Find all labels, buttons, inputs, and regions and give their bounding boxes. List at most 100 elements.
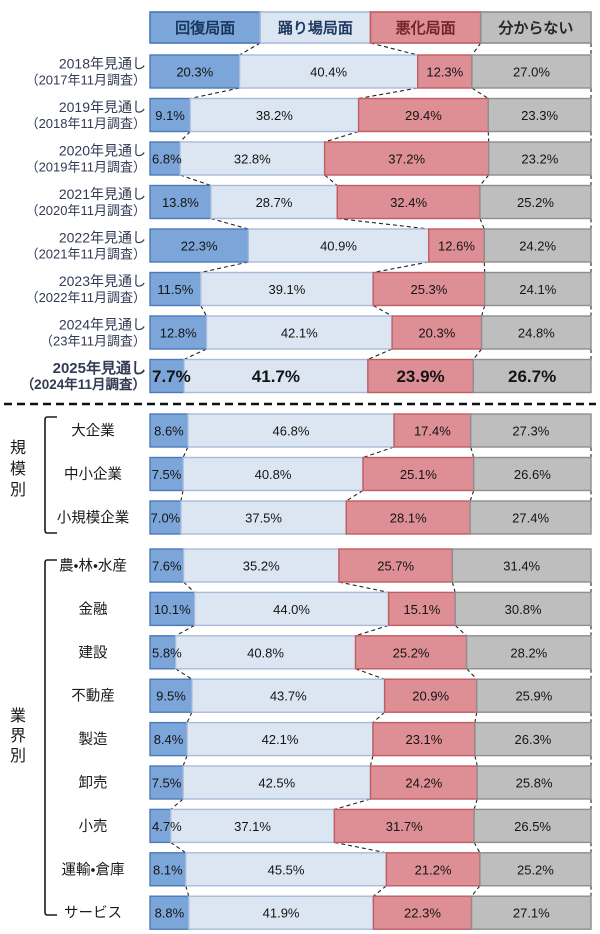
value-label-3: 25.9% <box>515 689 552 704</box>
value-label-0: 7.7% <box>152 367 191 386</box>
connector-line <box>324 130 359 143</box>
row-label-line2: （2022年11月調査） <box>26 290 146 305</box>
value-label-2: 28.1% <box>390 511 427 526</box>
legend-label-3: 分からない <box>497 20 573 37</box>
bar-segment-3 <box>479 852 592 887</box>
value-label-3: 27.1% <box>513 906 550 921</box>
value-label-3: 25.8% <box>516 776 553 791</box>
row-label-line2: （2024年11月調査） <box>21 376 146 392</box>
value-label-3: 23.2% <box>521 152 558 167</box>
connector-line <box>474 755 478 767</box>
value-label-2: 20.3% <box>418 326 455 341</box>
bar-segment-3 <box>470 895 592 930</box>
legend-cell-1 <box>259 11 372 44</box>
row-label: 大企業 <box>71 423 115 440</box>
value-label-1: 42.1% <box>262 732 299 747</box>
section-bracket-label-char: 別 <box>10 747 26 765</box>
value-label-2: 32.4% <box>390 195 427 210</box>
connector-line <box>210 217 249 230</box>
value-label-1: 42.5% <box>258 776 295 791</box>
connector-line <box>370 42 418 56</box>
bar-segment-3 <box>487 141 592 176</box>
connector-line <box>334 841 387 854</box>
bar-segment-1 <box>238 54 419 89</box>
row-label: サービス <box>64 905 122 922</box>
value-label-3: 26.7% <box>508 367 556 386</box>
connector-line <box>179 174 211 187</box>
section-bracket-label-char: 業 <box>10 707 26 725</box>
connector-line <box>175 624 195 637</box>
legend-label-0: 回復局面 <box>175 19 235 37</box>
value-label-2: 20.9% <box>412 689 449 704</box>
section-bracket-by-industry <box>44 559 57 916</box>
value-label-3: 31.4% <box>503 559 540 574</box>
row-label-line1: 2025年見通し <box>53 359 146 377</box>
value-label-0: 7.5% <box>152 776 182 791</box>
bar-segment-2 <box>372 721 476 757</box>
connector-line <box>471 42 482 56</box>
value-label-1: 32.8% <box>234 152 271 167</box>
bar-segment-0 <box>149 97 191 133</box>
value-label-2: 23.1% <box>405 732 442 747</box>
row-label: 農・林・水産 <box>59 558 127 575</box>
value-label-1: 37.5% <box>245 511 282 526</box>
row-label-line2: （2020年11月調査） <box>26 203 146 218</box>
connector-line <box>362 446 395 459</box>
value-label-3: 25.2% <box>517 195 554 210</box>
legend-label-1: 踊り場局面 <box>278 20 353 37</box>
value-label-3: 24.2% <box>519 239 556 254</box>
bar-segment-2 <box>387 591 456 627</box>
bar-segment-0 <box>149 184 212 220</box>
bar-segment-1 <box>193 591 390 627</box>
connector-line <box>182 446 189 458</box>
connector-line <box>180 490 184 502</box>
bar-segment-0 <box>149 721 188 757</box>
value-label-0: 8.8% <box>155 906 185 921</box>
bar-segment-1 <box>205 315 393 350</box>
row-label-line2: （2018年11月調査） <box>26 116 146 131</box>
connector-line <box>175 668 193 680</box>
connector-line <box>334 798 371 810</box>
value-label-0: 7.0% <box>151 511 181 526</box>
value-label-0: 8.1% <box>153 862 183 877</box>
row-label-line2: （2019年11月調査） <box>26 160 146 175</box>
bar-segment-3 <box>476 765 592 800</box>
legend-label-2: 悪化局面 <box>396 20 456 37</box>
section-bracket-by-scale <box>44 416 57 534</box>
bar-segment-3 <box>476 678 592 713</box>
bar-segment-2 <box>416 54 473 89</box>
value-label-1: 40.8% <box>247 645 284 660</box>
section-bracket-label-char: 界 <box>10 727 26 745</box>
row-label-line1: 2022年見通し <box>59 230 146 246</box>
bar-segment-2 <box>385 852 481 887</box>
bar-segment-1 <box>174 635 357 670</box>
value-label-2: 25.3% <box>410 282 447 297</box>
value-label-2: 25.1% <box>400 467 437 482</box>
connector-line <box>183 348 207 360</box>
connector-line <box>471 87 489 99</box>
connector-line <box>338 581 389 593</box>
connector-line <box>170 841 187 854</box>
value-label-2: 31.7% <box>386 819 423 834</box>
value-label-1: 28.7% <box>256 195 293 210</box>
connector-line <box>337 217 429 230</box>
value-label-1: 38.2% <box>256 108 293 123</box>
bar-segment-3 <box>472 358 592 394</box>
value-label-0: 22.3% <box>181 239 218 254</box>
value-label-3: 27.3% <box>512 424 549 439</box>
row-label: 建設 <box>79 644 108 661</box>
value-label-3: 26.3% <box>515 732 552 747</box>
value-label-2: 29.4% <box>405 108 442 123</box>
connector-line <box>355 668 385 680</box>
value-label-3: 24.1% <box>519 282 556 297</box>
connector-line <box>451 581 456 593</box>
value-label-3: 27.4% <box>512 511 549 526</box>
bar-segment-2 <box>333 808 475 844</box>
connector-line <box>179 131 191 143</box>
row-label: 運輸・倉庫 <box>62 861 125 878</box>
connector-line <box>466 668 478 680</box>
connector-line <box>200 261 249 274</box>
row-label-line1: 2024年見通し <box>59 317 146 333</box>
